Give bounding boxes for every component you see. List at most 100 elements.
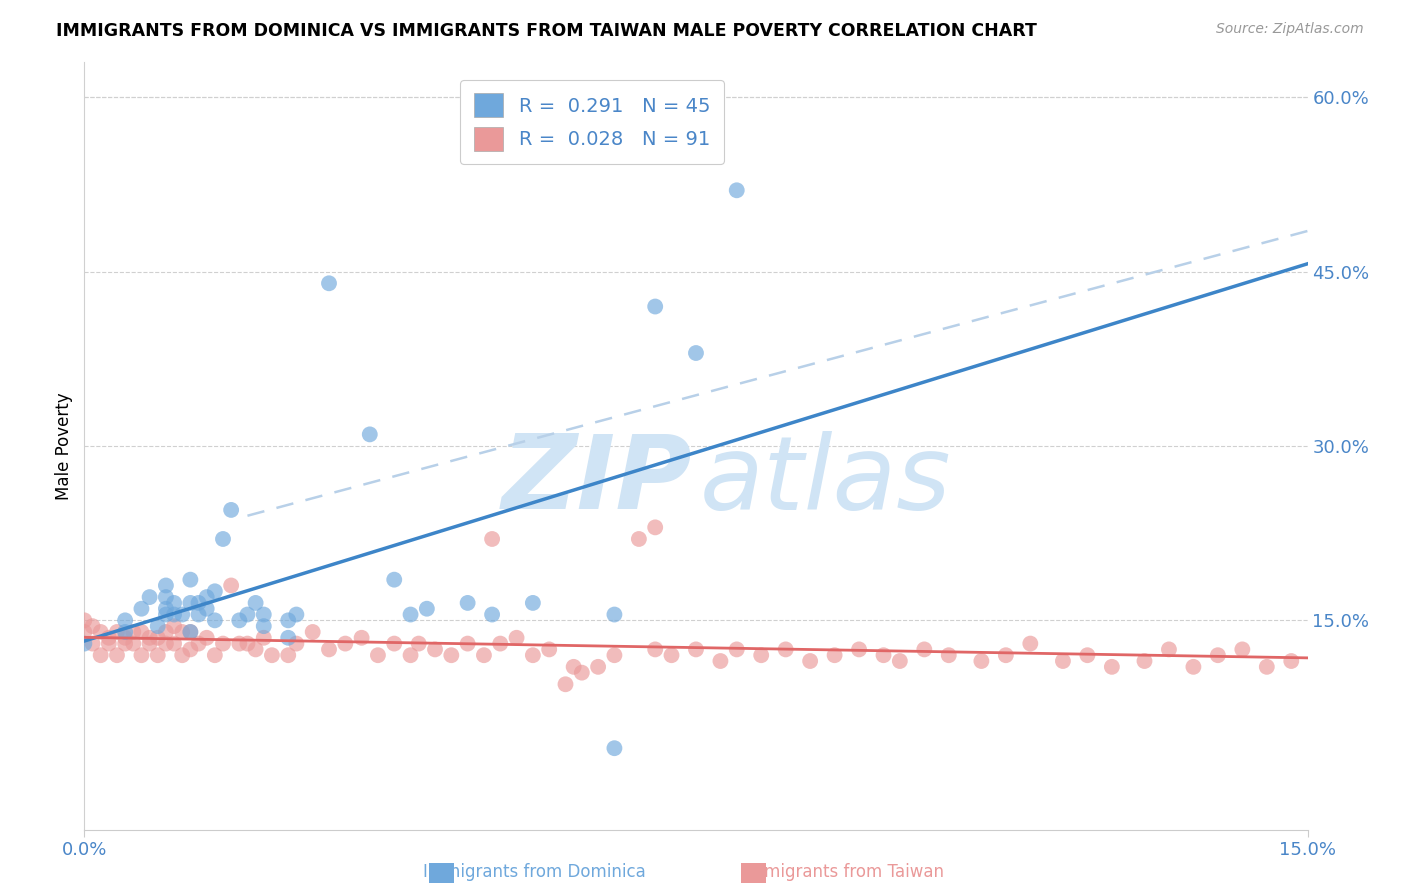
- Point: [399, 648, 422, 663]
- Point: [1052, 654, 1074, 668]
- Point: [146, 619, 169, 633]
- Point: [709, 654, 731, 668]
- Point: [155, 578, 177, 592]
- Point: [522, 648, 544, 663]
- Point: [195, 590, 218, 604]
- Point: [73, 613, 96, 627]
- Text: Source: ZipAtlas.com: Source: ZipAtlas.com: [1216, 22, 1364, 37]
- Point: [179, 624, 201, 639]
- Point: [1019, 637, 1042, 651]
- Point: [114, 631, 136, 645]
- Point: [179, 573, 201, 587]
- Point: [938, 648, 960, 663]
- Point: [82, 637, 104, 651]
- Point: [408, 637, 430, 651]
- Point: [586, 660, 609, 674]
- Point: [367, 648, 389, 663]
- Point: [685, 346, 707, 360]
- Point: [505, 631, 527, 645]
- Point: [644, 300, 666, 314]
- Point: [440, 648, 463, 663]
- Point: [236, 607, 259, 622]
- Point: [212, 637, 235, 651]
- Point: [179, 642, 201, 657]
- Point: [138, 637, 160, 651]
- Point: [489, 637, 512, 651]
- Point: [172, 624, 194, 639]
- Point: [301, 624, 323, 639]
- Point: [725, 642, 748, 657]
- Point: [105, 648, 128, 663]
- Point: [725, 183, 748, 197]
- Point: [399, 607, 422, 622]
- Point: [73, 624, 96, 639]
- Point: [219, 503, 242, 517]
- Point: [382, 637, 405, 651]
- Point: [172, 648, 194, 663]
- Point: [661, 648, 683, 663]
- Point: [114, 624, 136, 639]
- Point: [179, 596, 201, 610]
- Point: [472, 648, 495, 663]
- Point: [195, 631, 218, 645]
- Point: [603, 741, 626, 756]
- Point: [122, 637, 145, 651]
- Point: [138, 590, 160, 604]
- Point: [97, 637, 120, 651]
- Point: [204, 648, 226, 663]
- Text: ZIP: ZIP: [502, 430, 692, 531]
- Point: [603, 648, 626, 663]
- Point: [382, 573, 405, 587]
- Point: [1256, 660, 1278, 674]
- Point: [245, 642, 267, 657]
- Point: [799, 654, 821, 668]
- Point: [253, 607, 276, 622]
- Point: [155, 601, 177, 615]
- Point: [90, 624, 112, 639]
- Point: [1076, 648, 1098, 663]
- Point: [423, 642, 446, 657]
- Point: [1182, 660, 1205, 674]
- Point: [138, 631, 160, 645]
- Point: [155, 590, 177, 604]
- Point: [277, 631, 299, 645]
- Point: [204, 613, 226, 627]
- Point: [970, 654, 993, 668]
- Point: [146, 631, 169, 645]
- Point: [1279, 654, 1302, 668]
- Point: [179, 624, 201, 639]
- Point: [522, 596, 544, 610]
- Legend: R =  0.291   N = 45, R =  0.028   N = 91: R = 0.291 N = 45, R = 0.028 N = 91: [460, 79, 724, 164]
- Point: [260, 648, 283, 663]
- Point: [1157, 642, 1180, 657]
- Point: [775, 642, 797, 657]
- Point: [163, 607, 186, 622]
- Point: [554, 677, 576, 691]
- Point: [73, 637, 96, 651]
- Point: [228, 637, 250, 651]
- Point: [285, 607, 308, 622]
- Point: [105, 624, 128, 639]
- Point: [1101, 660, 1123, 674]
- Point: [187, 637, 209, 651]
- Point: [114, 613, 136, 627]
- Point: [155, 607, 177, 622]
- Point: [131, 648, 153, 663]
- Point: [457, 637, 479, 651]
- Point: [749, 648, 772, 663]
- Point: [253, 631, 276, 645]
- Point: [416, 601, 439, 615]
- Point: [219, 578, 242, 592]
- Point: [1206, 648, 1229, 663]
- Point: [146, 648, 169, 663]
- Point: [187, 607, 209, 622]
- Point: [155, 624, 177, 639]
- Point: [912, 642, 935, 657]
- Point: [994, 648, 1017, 663]
- Point: [571, 665, 593, 680]
- Y-axis label: Male Poverty: Male Poverty: [55, 392, 73, 500]
- Point: [236, 637, 259, 651]
- Point: [1133, 654, 1156, 668]
- Text: Immigrants from Dominica: Immigrants from Dominica: [423, 863, 645, 881]
- Point: [155, 637, 177, 651]
